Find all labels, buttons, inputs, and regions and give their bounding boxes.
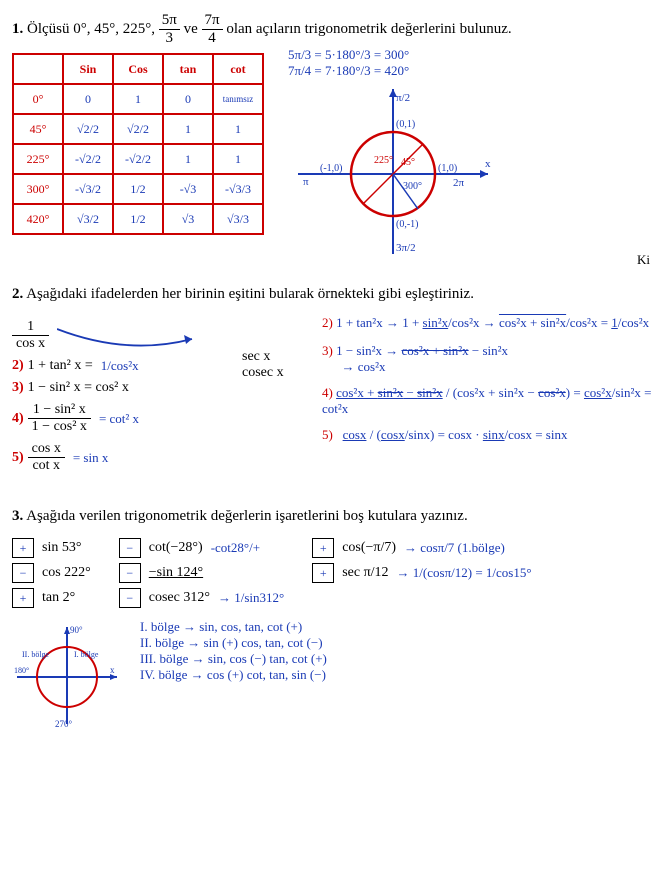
q2-item3: 3)1 − sin² x = cos² x xyxy=(12,380,222,396)
q2-item4: 4)1 − sin² x1 − cos² x= cot² x xyxy=(12,402,222,435)
sign-box: + xyxy=(12,538,34,558)
q1-frac2: 7π4 xyxy=(202,12,223,47)
svg-text:II. bölge: II. bölge xyxy=(22,650,50,659)
q2-item2: 2)1 + tan² x =1/cos²x xyxy=(12,358,222,374)
sign-row: −−sin 124° xyxy=(119,563,284,583)
table-row: 0°010tanımsız xyxy=(13,84,263,114)
work-line: 5) cosx / (cosx/sinx) = cosx · sinx/cosx… xyxy=(322,427,652,443)
rule-line: I. bölge → sin, cos, tan, cot (+) xyxy=(140,619,327,635)
quadrant-rules: I. bölge → sin, cos, tan, cot (+) II. bö… xyxy=(140,619,327,729)
sign-row: +cos(−π/7)→ cosπ/7 (1.bölge) xyxy=(312,538,531,558)
question-3: 3. Aşağıda verilen trigonometrik değerle… xyxy=(12,508,652,729)
q2-item5: 5)cos xcot x= sin x xyxy=(12,441,222,474)
q2-text: Aşağıdaki ifadelerden her birinin eşitin… xyxy=(26,286,474,302)
svg-text:x: x xyxy=(485,158,491,170)
svg-text:180°: 180° xyxy=(14,666,29,675)
svg-text:π/2: π/2 xyxy=(396,92,410,104)
q1-text-suffix: olan açıların trigonometrik değerlerini … xyxy=(226,21,511,37)
svg-text:(0,-1): (0,-1) xyxy=(396,219,419,230)
q2-target1: sec x xyxy=(242,349,302,365)
q3-column-2: −cot(−28°)-cot28°/+ −−sin 124° −cosec 31… xyxy=(119,533,284,613)
sign-row: −cosec 312°→ 1/sin312° xyxy=(119,588,284,608)
quadrant-circle-diagram: 90° x 270° 180° I. bölge II. bölge xyxy=(12,619,122,729)
svg-text:x: x xyxy=(110,665,115,675)
q2-targets: sec x cosec x xyxy=(242,313,302,480)
table-header-row: Sin Cos tan cot xyxy=(13,54,263,84)
q3-number: 3. xyxy=(12,508,23,524)
q2-prompt: 2. Aşağıdaki ifadelerden her birinin eşi… xyxy=(12,286,652,303)
work-line: 3) 1 − sin²x → cos²x + sin²x − sin²x → c… xyxy=(322,343,652,375)
sign-box: − xyxy=(119,588,141,608)
rule-line: III. bölge → sin, cos (−) tan, cot (+) xyxy=(140,651,327,667)
sign-row: +tan 2° xyxy=(12,588,91,608)
trig-values-table: Sin Cos tan cot 0°010tanımsız 45°√2/2√2/… xyxy=(12,53,264,235)
question-2: 2. Aşağıdaki ifadelerden her birinin eşi… xyxy=(12,286,652,480)
q1-calculations: 5π/3 = 5·180°/3 = 300° 7π/4 = 7·180°/3 =… xyxy=(288,47,498,262)
arrow-curve-icon xyxy=(57,321,197,351)
svg-text:(1,0): (1,0) xyxy=(438,163,457,174)
q1-text-prefix: Ölçüsü 0°, 45°, 225°, xyxy=(27,21,155,37)
table-row: 225°-√2/2-√2/211 xyxy=(13,144,263,174)
q2-work: 2) 2) 1 + tan²x → 1 + sin²x/cos²x → (cos… xyxy=(322,313,652,480)
svg-text:3π/2: 3π/2 xyxy=(396,242,416,254)
svg-text:π: π xyxy=(303,176,309,188)
sign-box: − xyxy=(119,563,141,583)
q3-column-3: +cos(−π/7)→ cosπ/7 (1.bölge) +sec π/12→ … xyxy=(312,533,531,613)
sign-box: + xyxy=(12,588,34,608)
calc-line-1: 5π/3 = 5·180°/3 = 300° xyxy=(288,47,498,63)
sign-box: + xyxy=(312,538,334,558)
q2-number: 2. xyxy=(12,286,23,302)
sign-row: +sin 53° xyxy=(12,538,91,558)
sign-row: +sec π/12→ 1/(cosπ/12) = 1/cos15° xyxy=(312,563,531,583)
q1-prompt: 1. Ölçüsü 0°, 45°, 225°, 5π3 ve 7π4 olan… xyxy=(12,12,652,47)
work-line: 4) cos²x + sin²x − sin²x / (cos²x + sin²… xyxy=(322,385,652,417)
question-1: 1. Ölçüsü 0°, 45°, 225°, 5π3 ve 7π4 olan… xyxy=(12,12,652,262)
q1-number: 1. xyxy=(12,21,23,37)
q3-text: Aşağıda verilen trigonometrik değerlerin… xyxy=(26,508,468,524)
work-line: 2) 2) 1 + tan²x → 1 + sin²x/cos²x → (cos… xyxy=(322,313,652,333)
svg-text:300°: 300° xyxy=(403,181,422,192)
svg-text:90°: 90° xyxy=(70,625,83,635)
q2-left-column: 1cos x 2)1 + tan² x =1/cos²x 3)1 − sin² … xyxy=(12,313,222,480)
rule-line: IV. bölge → cos (+) cot, tan, sin (−) xyxy=(140,667,327,683)
q2-item1: 1cos x xyxy=(12,319,222,352)
sign-box: + xyxy=(312,563,334,583)
unit-circle-diagram: π/2 (0,1) (1,0) 2π x (-1,0) π (0,-1) 3π/… xyxy=(288,79,498,259)
q1-frac1: 5π3 xyxy=(159,12,180,47)
table-row: 300°-√3/21/2-√3-√3/3 xyxy=(13,174,263,204)
svg-text:270°: 270° xyxy=(55,719,73,729)
q3-prompt: 3. Aşağıda verilen trigonometrik değerle… xyxy=(12,508,652,525)
margin-text: Ki xyxy=(637,252,650,268)
sign-box: − xyxy=(119,538,141,558)
svg-text:2π: 2π xyxy=(453,177,465,189)
svg-text:225°: 225° xyxy=(374,155,393,166)
calc-line-2: 7π/4 = 7·180°/3 = 420° xyxy=(288,63,498,79)
q3-column-1: +sin 53° −cos 222° +tan 2° xyxy=(12,533,91,613)
sign-box: − xyxy=(12,563,34,583)
svg-text:(0,1): (0,1) xyxy=(396,119,415,130)
sign-row: −cos 222° xyxy=(12,563,91,583)
svg-text:45°: 45° xyxy=(401,157,415,168)
q2-target2: cosec x xyxy=(242,365,302,381)
sign-row: −cot(−28°)-cot28°/+ xyxy=(119,538,284,558)
q1-and: ve xyxy=(184,21,198,37)
table-row: 45°√2/2√2/211 xyxy=(13,114,263,144)
svg-text:I. bölge: I. bölge xyxy=(74,650,99,659)
table-row: 420°√3/21/2√3√3/3 xyxy=(13,204,263,234)
rule-line: II. bölge → sin (+) cos, tan, cot (−) xyxy=(140,635,327,651)
svg-text:(-1,0): (-1,0) xyxy=(320,163,343,174)
